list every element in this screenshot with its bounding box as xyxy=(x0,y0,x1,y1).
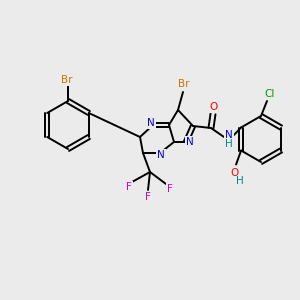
Text: O: O xyxy=(210,102,218,112)
Text: H: H xyxy=(236,176,244,187)
Text: Br: Br xyxy=(61,75,73,85)
Text: N: N xyxy=(147,118,155,128)
Text: Br: Br xyxy=(178,79,190,89)
Text: N: N xyxy=(225,130,233,140)
Text: Cl: Cl xyxy=(265,89,275,99)
Text: N: N xyxy=(157,150,165,160)
Text: O: O xyxy=(230,167,238,178)
Text: F: F xyxy=(145,192,151,202)
Text: F: F xyxy=(167,184,173,194)
Text: H: H xyxy=(225,139,233,149)
Text: F: F xyxy=(126,182,132,192)
Text: N: N xyxy=(186,137,194,147)
